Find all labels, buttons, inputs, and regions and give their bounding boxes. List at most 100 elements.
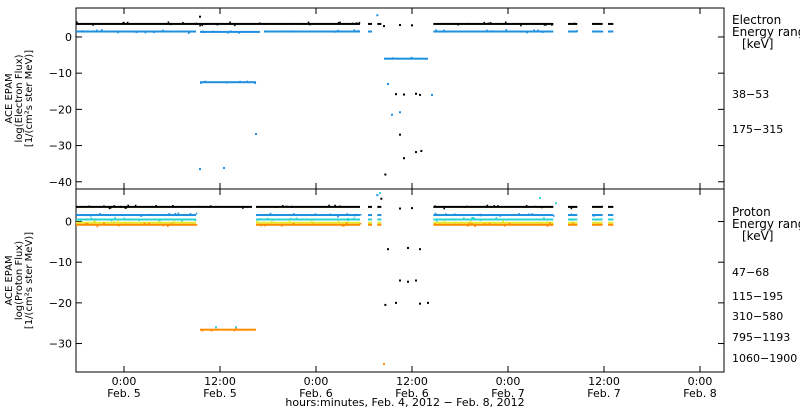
proton-series-point: [311, 220, 313, 223]
proton-series-point: [145, 205, 148, 208]
proton-series-point: [182, 221, 185, 223]
proton-series-segment: [568, 223, 578, 226]
electron-series-point: [85, 30, 88, 33]
proton-series-point: [166, 225, 169, 228]
proton-series-point: [536, 218, 539, 221]
electron-series-point: [384, 173, 387, 176]
proton-series-point: [387, 248, 389, 251]
electron-series-point: [107, 30, 110, 33]
proton-series-point: [89, 214, 92, 217]
electron-series-segment: [384, 57, 428, 60]
electron-series-segment: [264, 30, 360, 33]
proton-ylabel: ACE EPAM log(Proton Flux) [1/(cm²s ster Me…: [4, 232, 35, 329]
proton-series-segment: [368, 223, 372, 226]
proton-series-point: [525, 205, 528, 207]
proton-series-point: [347, 217, 349, 220]
electron-series-segment: [608, 22, 614, 25]
electron-series-point: [204, 80, 207, 83]
proton-series-point: [285, 205, 287, 208]
proton-series-point: [216, 205, 219, 208]
electron-series-point: [144, 31, 147, 34]
proton-series-segment: [256, 205, 360, 208]
x-tick-date-label: Feb. 6: [299, 387, 332, 400]
proton-legend-entry: 310−580: [732, 310, 783, 323]
electron-series-point: [408, 57, 411, 60]
proton-series-point: [343, 224, 345, 227]
electron-series-point: [81, 30, 84, 32]
proton-series-point: [170, 214, 172, 216]
electron-series-point: [117, 31, 119, 34]
electron-series-point: [443, 29, 445, 32]
proton-series-point: [215, 326, 217, 329]
proton-series-point: [480, 214, 482, 217]
proton-series-point: [288, 220, 291, 222]
proton-series-point: [86, 222, 89, 225]
electron-series-point: [483, 21, 486, 24]
electron-ytick-label: −40: [49, 176, 72, 189]
electron-series-point: [391, 113, 393, 116]
proton-series-point: [415, 279, 417, 282]
proton-series-point: [286, 205, 288, 208]
electron-series-point: [238, 32, 241, 34]
proton-series-point: [162, 224, 165, 227]
proton-series-point: [407, 246, 409, 249]
proton-series-point: [376, 194, 379, 197]
proton-series-point: [379, 192, 381, 195]
proton-series-segment: [568, 214, 578, 217]
electron-series-point: [491, 30, 493, 32]
proton-series-point: [538, 221, 541, 224]
proton-series-point: [493, 205, 496, 207]
proton-series-point: [443, 220, 446, 223]
electron-series-point: [254, 82, 257, 85]
x-tick-date-label: Feb. 8: [683, 387, 716, 400]
proton-series-point: [570, 207, 573, 210]
electron-series-point: [388, 57, 390, 60]
proton-series-point: [354, 213, 357, 216]
proton-series-segment: [377, 214, 382, 217]
proton-series-point: [90, 217, 93, 220]
electron-series-point: [337, 29, 339, 32]
proton-series-point: [174, 212, 177, 215]
proton-series-point: [468, 222, 471, 225]
electron-series-segment: [568, 22, 578, 25]
proton-series-point: [595, 221, 598, 224]
proton-series-point: [312, 223, 315, 226]
proton-series-point: [341, 224, 344, 227]
electron-series-point: [551, 24, 553, 26]
proton-series-point: [265, 218, 268, 221]
proton-panel: 0 −10 −20 −30 ACE EPAM log(Proton Flux) [1/(cm…: [4, 188, 800, 373]
electron-ylabel-line: [1/(cm²s ster MeV)]: [24, 50, 35, 147]
proton-series-segment: [608, 223, 614, 226]
proton-series-segment: [592, 218, 603, 221]
proton-series-segment: [568, 205, 578, 208]
proton-series-point: [123, 217, 126, 220]
proton-series-point: [486, 204, 489, 207]
electron-series-point: [391, 57, 394, 59]
proton-series-point: [445, 213, 447, 215]
proton-legend-entry: 115−195: [732, 290, 783, 303]
proton-series-segment: [433, 214, 554, 217]
proton-series-point: [104, 218, 106, 221]
electron-series-point: [167, 21, 170, 24]
proton-series-point: [528, 213, 530, 216]
proton-series-point: [471, 222, 473, 225]
proton-series-segment: [433, 218, 554, 221]
proton-series-segment: [377, 218, 382, 221]
electron-series-point: [541, 31, 544, 33]
x-tick-time-label: 12:00: [396, 375, 428, 388]
proton-series-segment: [76, 205, 252, 208]
proton-series-point: [269, 212, 272, 215]
proton-series-point: [270, 220, 273, 223]
proton-series-point: [188, 214, 191, 217]
proton-series-point: [499, 215, 501, 217]
proton-series-segment: [76, 218, 196, 221]
proton-series-point: [546, 225, 549, 227]
x-tick-date-label: Feb. 7: [491, 387, 524, 400]
electron-series-point: [353, 29, 356, 31]
proton-series-point: [99, 212, 101, 215]
electron-series-point: [169, 23, 172, 26]
proton-series-point: [119, 205, 122, 208]
proton-series-point: [539, 196, 541, 199]
